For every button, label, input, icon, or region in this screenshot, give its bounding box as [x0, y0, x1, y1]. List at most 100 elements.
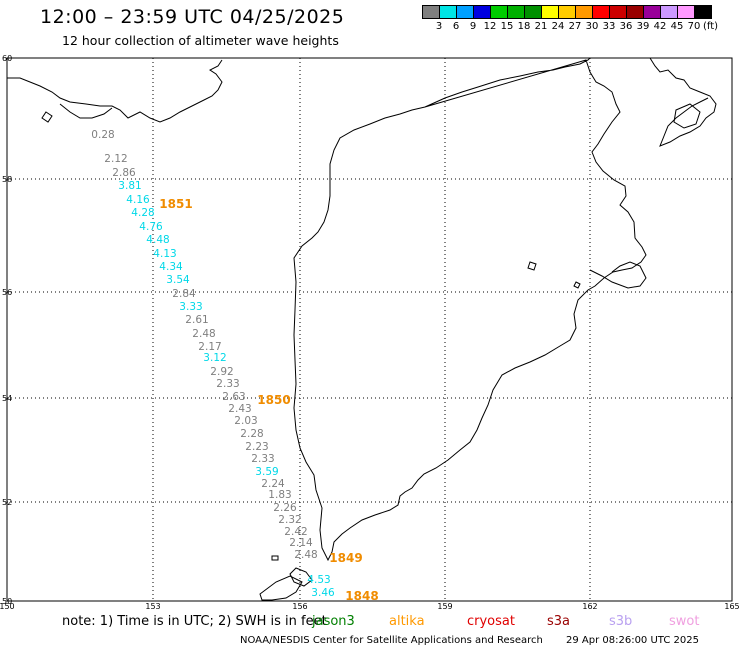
wave-height-value: 3.46	[311, 587, 335, 599]
satellite-legend-s3b: s3b	[609, 614, 633, 629]
credits-text: NOAA/NESDIS Center for Satellite Applica…	[240, 635, 543, 646]
color-scale-tick: 27	[568, 21, 582, 32]
wave-height-value: 2.43	[228, 403, 251, 415]
islet-2	[527, 261, 537, 271]
wave-height-value: 2.28	[240, 428, 263, 440]
color-scale-tick: 21	[534, 21, 548, 32]
wave-height-value: 4.28	[131, 207, 154, 219]
color-scale-labels: 3 6 9 12 15 18 21 24 27 30 33 36 39 42 45 70 (ft)	[422, 21, 740, 35]
wave-height-value: 4.16	[126, 194, 150, 206]
karaginsky-island	[673, 103, 701, 129]
coastline	[7, 57, 717, 601]
wave-height-value: 0.28	[91, 129, 114, 141]
wave-height-value: 2.03	[234, 415, 257, 427]
map-subtitle: 12 hour collection of altimeter wave hei…	[62, 33, 339, 48]
pass-time-label: 1848	[345, 589, 378, 603]
wave-height-value: 2.17	[198, 341, 221, 353]
longitude-label: 156	[292, 602, 307, 611]
wave-height-value: 2.12	[104, 153, 127, 165]
latitude-label: 58	[2, 175, 12, 184]
wave-height-value: 2.14	[289, 537, 313, 549]
wave-height-value: 1.83	[268, 489, 291, 501]
graticule	[7, 58, 732, 601]
color-scale-tick: 36	[619, 21, 633, 32]
wave-height-value: 2.26	[273, 502, 297, 514]
color-scale-tick: 9	[469, 21, 477, 32]
wave-height-value: 2.92	[210, 366, 233, 378]
color-scale-unit: (ft)	[703, 21, 719, 32]
longitude-label: 150	[0, 602, 15, 611]
color-scale-bar	[422, 5, 712, 19]
color-scale-tick: 15	[500, 21, 514, 32]
latitude-label: 52	[2, 498, 12, 507]
kronotsky-bay	[589, 261, 647, 289]
wave-height-value: 4.53	[307, 574, 330, 586]
latitude-label: 60	[2, 54, 12, 63]
wave-height-value: 2.24	[261, 478, 285, 490]
wave-height-value: 4.13	[153, 248, 176, 260]
map-title: 12:00 – 23:59 UTC 04/25/2025	[40, 6, 345, 28]
satellite-legend-cryosat: cryosat	[467, 614, 515, 629]
east-coastline	[649, 57, 717, 147]
shumshu-island	[289, 567, 313, 587]
islet-3	[573, 281, 581, 289]
wave-height-value: 3.12	[203, 352, 226, 364]
koni-peninsula	[59, 103, 113, 119]
wave-height-value: 2.33	[216, 378, 239, 390]
generated-timestamp: 29 Apr 08:26:00 UTC 2025	[566, 635, 699, 646]
satellite-legend-jason3: jason3	[312, 614, 355, 629]
color-scale-tick: 42	[653, 21, 667, 32]
color-scale-tick: 6	[452, 21, 460, 32]
kamchatka-coastline	[293, 57, 647, 562]
longitude-label: 153	[145, 602, 160, 611]
pass-time-labels: 1851 1850 1849 1848	[159, 197, 378, 603]
wave-height-value: 3.59	[255, 466, 278, 478]
wave-height-value: 4.76	[139, 221, 163, 233]
wave-height-value: 2.33	[251, 453, 274, 465]
wave-height-value: 2.84	[172, 288, 196, 300]
wave-height-value: 2.48	[192, 328, 215, 340]
pass-time-label: 1850	[257, 393, 290, 407]
color-scale-tick: 70	[687, 21, 701, 32]
map-frame	[6, 57, 733, 602]
wave-height-value: 2.61	[185, 314, 208, 326]
wave-height-value: 2.48	[294, 549, 317, 561]
wave-height-value: 3.33	[179, 301, 202, 313]
longitude-label: 162	[582, 602, 597, 611]
longitude-label: 165	[724, 602, 739, 611]
pass-time-label: 1851	[159, 197, 192, 211]
latitude-label: 50	[2, 597, 12, 606]
color-scale-tick: 3	[435, 21, 443, 32]
wave-height-value: 2.42	[284, 526, 307, 538]
wave-height-value: 3.81	[118, 180, 141, 192]
latitude-label: 56	[2, 288, 12, 297]
wave-height-value: 2.86	[112, 167, 136, 179]
islet	[271, 555, 279, 561]
small-island	[41, 111, 53, 123]
wave-height-labels: 0.28 2.12 2.863.81 4.164.28 4.764.48 4.134.34…	[91, 129, 335, 599]
color-scale-tick: 12	[483, 21, 497, 32]
color-scale-tick: 45	[670, 21, 684, 32]
latitude-label: 54	[2, 394, 12, 403]
color-swatch	[694, 5, 712, 19]
color-scale-tick: 33	[602, 21, 616, 32]
wave-height-value: 4.34	[159, 261, 183, 273]
wave-height-value: 2.32	[278, 514, 301, 526]
wave-height-value: 2.23	[245, 441, 268, 453]
okhotsk-coastline	[7, 59, 223, 123]
satellite-legend-s3a: s3a	[547, 614, 571, 629]
footer-note: note: 1) Time is in UTC; 2) SWH is in fe…	[62, 614, 327, 629]
paramushir-island	[259, 575, 303, 601]
wave-height-value: 3.54	[166, 274, 190, 286]
satellite-legend-altika: altika	[389, 614, 425, 629]
color-scale-tick: 39	[636, 21, 650, 32]
color-scale-tick: 18	[517, 21, 531, 32]
wave-height-value: 4.48	[146, 234, 169, 246]
pass-time-label: 1849	[329, 551, 362, 565]
color-scale-tick: 24	[551, 21, 565, 32]
color-scale-tick: 30	[585, 21, 599, 32]
wave-height-value: 2.63	[222, 391, 245, 403]
longitude-label: 159	[437, 602, 452, 611]
